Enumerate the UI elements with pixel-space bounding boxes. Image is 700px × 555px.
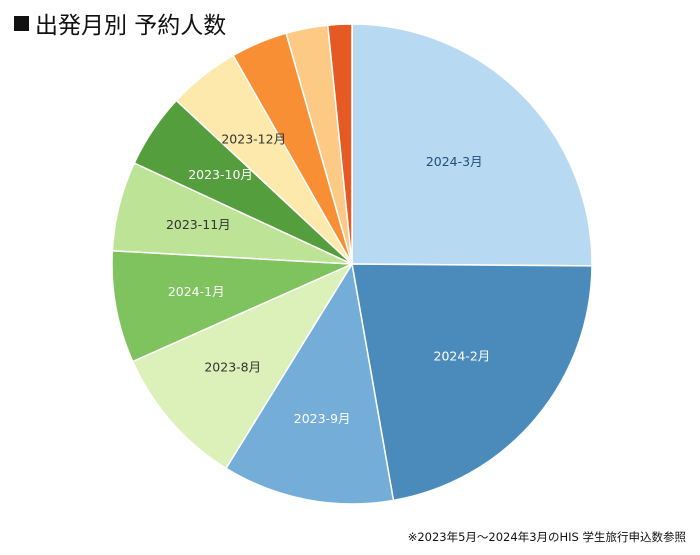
pie-slice xyxy=(111,249,353,363)
pie-slice xyxy=(225,261,395,505)
slice-label: 2023-11月 xyxy=(166,217,231,232)
pie-slices xyxy=(111,23,593,505)
chart-title: 出発月別 予約人数 xyxy=(35,13,227,39)
slice-label: 2024-2月 xyxy=(434,349,491,364)
slice-label: 2023-9月 xyxy=(294,411,351,426)
pie-slice xyxy=(326,23,353,265)
square-bullet-icon xyxy=(14,15,29,31)
slice-label: 2023-10月 xyxy=(188,167,253,182)
pie-slice xyxy=(351,23,593,267)
slice-label: 2023-8月 xyxy=(204,360,261,375)
footnote: ※2023年5月～2024年3月のHIS 学生旅行申込数参照 xyxy=(407,530,686,544)
pie-slice xyxy=(351,263,593,502)
slice-label: 2023-12月 xyxy=(221,131,286,146)
slice-label: 2024-1月 xyxy=(168,284,225,299)
slice-label: 2024-3月 xyxy=(426,154,483,169)
pie-labels: 2024-3月 2024-2月 2023-9月 2023-8月 2024-1月 2023-… xyxy=(166,131,490,426)
chart-title-row: 出発月別 予約人数 xyxy=(14,6,226,40)
pie-slice xyxy=(131,262,354,470)
